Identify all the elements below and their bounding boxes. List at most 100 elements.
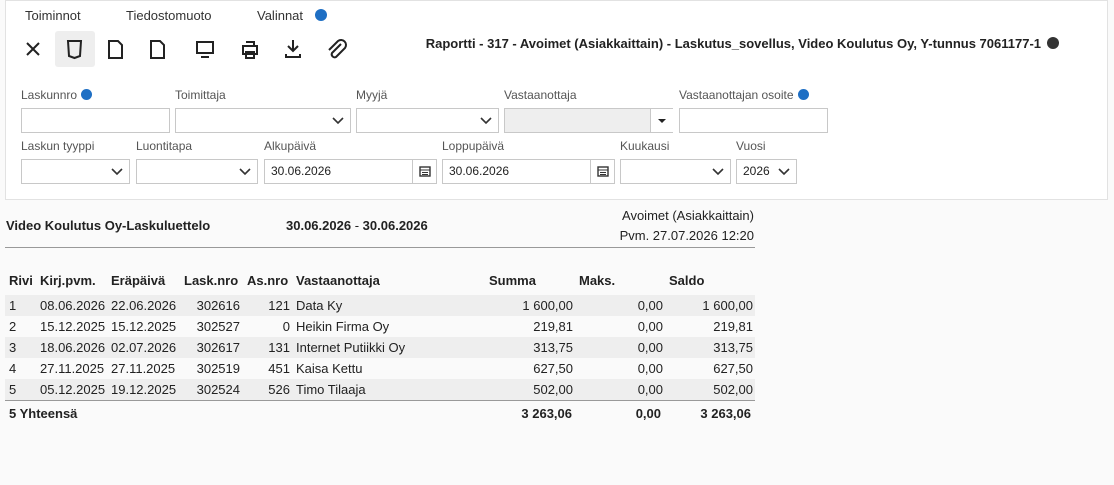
- input[interactable]: 30.06.2026: [442, 159, 615, 184]
- table-cell: 1 600,00: [702, 298, 753, 313]
- table-cell: 0,00: [637, 382, 663, 397]
- select[interactable]: [136, 159, 258, 184]
- table-row[interactable]: 3 18.06.2026 02.07.2026 302617 131 Internet P…: [5, 337, 755, 358]
- table-cell: 502,00: [533, 382, 573, 397]
- table-cell: 19.12.2025: [111, 382, 177, 397]
- table-cell: 3: [9, 340, 17, 355]
- select[interactable]: [175, 108, 351, 133]
- date-to: 30.06.2026: [362, 218, 428, 233]
- pdf-icon[interactable]: [150, 40, 165, 59]
- input[interactable]: [679, 108, 828, 133]
- table-row[interactable]: 1 08.06.2026 22.06.2026 302616 121 Data Ky 1 6…: [5, 295, 755, 316]
- info-icon[interactable]: [81, 89, 93, 100]
- toolbar-active: [55, 31, 95, 67]
- info-icon[interactable]: [797, 89, 809, 100]
- table-cell: 302527: [196, 319, 240, 334]
- field-label: Laskun tyyppi: [21, 139, 95, 153]
- table-cell: 22.06.2026: [111, 298, 177, 313]
- total-cell: 3 263,06: [700, 406, 751, 421]
- table-cell: 502,00: [713, 382, 753, 397]
- table-cell: 526: [268, 382, 290, 397]
- field-icon: [772, 160, 796, 183]
- table-cell: 18.06.2026: [40, 340, 106, 355]
- field-label: Toimittaja: [175, 88, 226, 102]
- table-cell: 15.12.2025: [111, 319, 177, 334]
- table-cell: 1 600,00: [522, 298, 573, 313]
- table-cell: 08.06.2026: [40, 298, 106, 313]
- column-header: Rivi: [9, 273, 33, 288]
- info-icon[interactable]: [315, 9, 327, 21]
- report-name: Video Koulutus Oy-Laskuluettelo: [6, 218, 211, 233]
- table-cell: 0,00: [637, 340, 663, 355]
- table-cell: 02.07.2026: [111, 340, 177, 355]
- table-cell: 0,00: [637, 298, 663, 313]
- table-cell: 219,81: [713, 319, 753, 334]
- close-icon[interactable]: [26, 42, 40, 56]
- table-cell: Heikin Firma Oy: [296, 319, 390, 334]
- table-cell: 0: [282, 319, 290, 334]
- field-value: 30.06.2026: [449, 164, 510, 178]
- table-cell: 2: [9, 319, 17, 334]
- table-header: Rivi Kirj.pvm. Eräpäivä Lask.nro As.nro Vasta…: [5, 270, 755, 291]
- separator: -: [354, 218, 360, 233]
- field-label: Loppupäivä: [442, 139, 505, 153]
- table-cell: 27.11.2025: [40, 361, 105, 376]
- column-header: Lask.nro: [184, 273, 239, 288]
- table-cell: Internet Putiikki Oy: [296, 340, 406, 355]
- menu-item[interactable]: Valinnat: [257, 8, 304, 23]
- select[interactable]: 2026: [736, 159, 797, 184]
- screen-icon[interactable]: [196, 41, 214, 58]
- html-icon[interactable]: [66, 40, 83, 60]
- table-row[interactable]: 2 15.12.2025 15.12.2025 302527 0 Heikin Firma…: [5, 316, 755, 337]
- column-header: Eräpäivä: [111, 273, 166, 288]
- field-icon: [326, 109, 350, 132]
- table-cell: 302524: [196, 382, 240, 397]
- table-cell: 313,75: [533, 340, 573, 355]
- attach-icon[interactable]: [328, 39, 347, 59]
- table-cell: 0,00: [637, 319, 663, 334]
- table-cell: Kaisa Kettu: [296, 361, 363, 376]
- table-cell: 451: [268, 361, 290, 376]
- field-icon: [412, 160, 437, 183]
- table-row[interactable]: 4 27.11.2025 27.11.2025 302519 451 Kaisa Kett…: [5, 358, 755, 379]
- table-cell: 302616: [196, 298, 240, 313]
- column-header: Kirj.pvm.: [40, 273, 96, 288]
- select[interactable]: [356, 108, 499, 133]
- field-label: Luontitapa: [136, 139, 193, 153]
- column-header: Summa: [489, 273, 536, 288]
- field-label: Vuosi: [736, 139, 766, 153]
- table-cell: 15.12.2025: [40, 319, 106, 334]
- table-cell: 131: [268, 340, 290, 355]
- print-icon[interactable]: [242, 41, 258, 59]
- total-cell: 0,00: [635, 406, 661, 421]
- table-row[interactable]: 5 05.12.2025 19.12.2025 302524 526 Timo Tilaa…: [5, 379, 755, 400]
- table-cell: 0,00: [637, 361, 663, 376]
- table-cell: 1: [9, 298, 17, 313]
- field-label: Vastaanottaja: [504, 88, 577, 102]
- select[interactable]: [21, 159, 130, 184]
- total-cell: 3 263,06: [521, 406, 572, 421]
- table-cell: 627,50: [533, 361, 573, 376]
- download-icon[interactable]: [285, 40, 301, 58]
- field-icon: [590, 160, 615, 183]
- table-cell: 4: [9, 361, 17, 376]
- field-icon: [105, 160, 129, 183]
- excel-icon[interactable]: [108, 40, 123, 59]
- table-cell: 627,50: [713, 361, 753, 376]
- input[interactable]: [21, 108, 170, 133]
- table-cell: 5: [9, 382, 17, 397]
- field-label: Myyjä: [356, 88, 388, 102]
- menu-item[interactable]: Toiminnot: [25, 8, 81, 23]
- table-cell: 302617: [196, 340, 240, 355]
- info-icon[interactable]: [1047, 37, 1059, 49]
- field-label: Vastaanottajan osoite: [679, 88, 809, 102]
- column-header: Maks.: [579, 273, 616, 288]
- menu-item[interactable]: Tiedostomuoto: [126, 8, 212, 23]
- input[interactable]: 30.06.2026: [264, 159, 437, 184]
- report-title: Raportti - 317 - Avoimet (Asiakkaittain)…: [425, 36, 1041, 51]
- table-cell: 219,81: [533, 319, 573, 334]
- table-cell: 27.11.2025: [111, 361, 176, 376]
- table-cell: 121: [268, 298, 290, 313]
- select[interactable]: [620, 159, 731, 184]
